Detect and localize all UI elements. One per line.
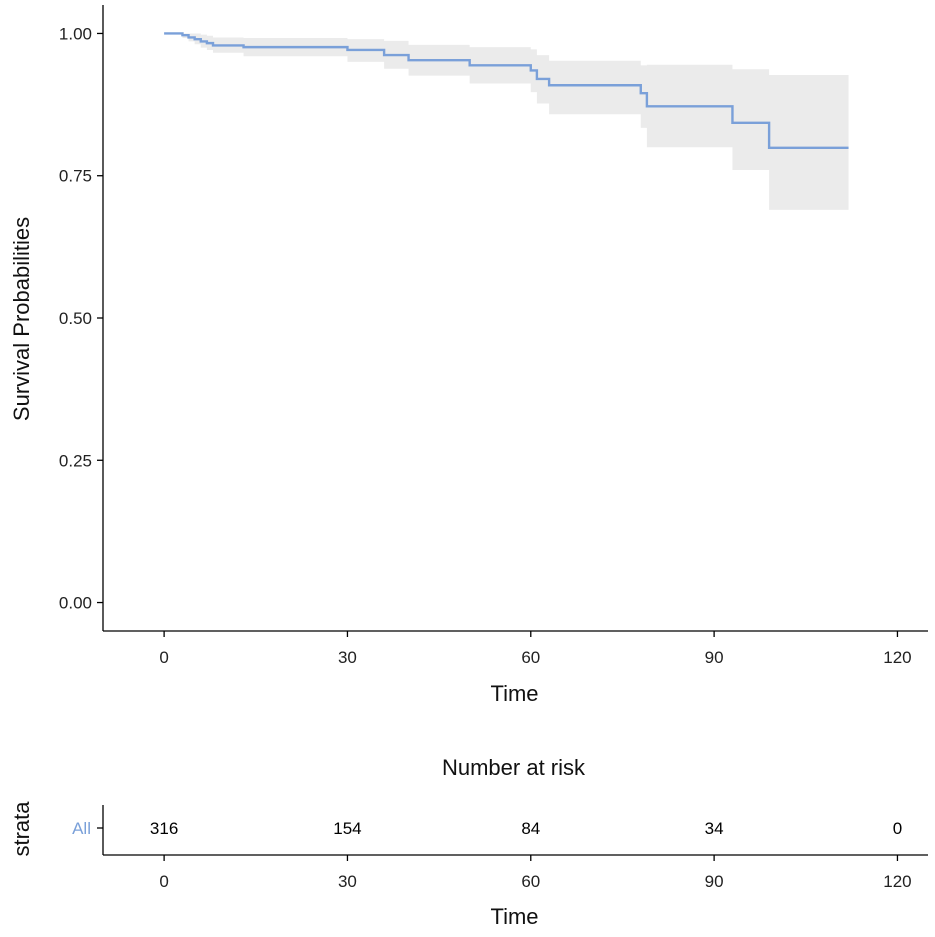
risk-x-tick-label: 0 bbox=[159, 872, 168, 891]
y-tick-label: 0.50 bbox=[59, 309, 92, 328]
y-axis-title: Survival Probabilities bbox=[9, 217, 34, 421]
risk-count: 154 bbox=[333, 819, 361, 838]
x-axis-title: Time bbox=[490, 681, 538, 706]
risk-x-tick-label: 30 bbox=[338, 872, 357, 891]
risk-x-axis-title: Time bbox=[490, 904, 538, 929]
y-tick-label: 1.00 bbox=[59, 24, 92, 43]
x-tick-label: 60 bbox=[521, 648, 540, 667]
y-tick-label: 0.75 bbox=[59, 167, 92, 186]
risk-x-tick-label: 120 bbox=[883, 872, 911, 891]
risk-x-tick-label: 90 bbox=[705, 872, 724, 891]
risk-y-axis-title: strata bbox=[9, 801, 34, 857]
risk-x-tick-label: 60 bbox=[521, 872, 540, 891]
risk-table-title: Number at risk bbox=[442, 755, 586, 780]
risk-count: 0 bbox=[893, 819, 902, 838]
risk-count: 84 bbox=[521, 819, 540, 838]
risk-rows: All 316 154 84 34 0 bbox=[72, 819, 902, 838]
y-axis-ticks: 0.00 0.25 0.50 0.75 1.00 bbox=[59, 24, 103, 613]
risk-table: Number at risk All 316 154 84 34 0 0 30 60 90 120… bbox=[9, 755, 928, 929]
survival-curve-all bbox=[164, 32, 849, 150]
y-tick-label: 0.25 bbox=[59, 451, 92, 470]
survival-plot: 0.00 0.25 0.50 0.75 1.00 0 30 60 90 120 Time Sur… bbox=[9, 5, 928, 706]
x-tick-label: 30 bbox=[338, 648, 357, 667]
x-tick-label: 120 bbox=[883, 648, 911, 667]
x-tick-label: 0 bbox=[159, 648, 168, 667]
y-tick-label: 0.00 bbox=[59, 594, 92, 613]
risk-x-axis-ticks: 0 30 60 90 120 bbox=[159, 855, 912, 891]
x-axis-ticks: 0 30 60 90 120 bbox=[159, 631, 912, 667]
strata-label-all: All bbox=[72, 819, 91, 838]
risk-count: 34 bbox=[705, 819, 724, 838]
confidence-band bbox=[164, 33, 849, 210]
risk-count: 316 bbox=[150, 819, 178, 838]
x-tick-label: 90 bbox=[705, 648, 724, 667]
